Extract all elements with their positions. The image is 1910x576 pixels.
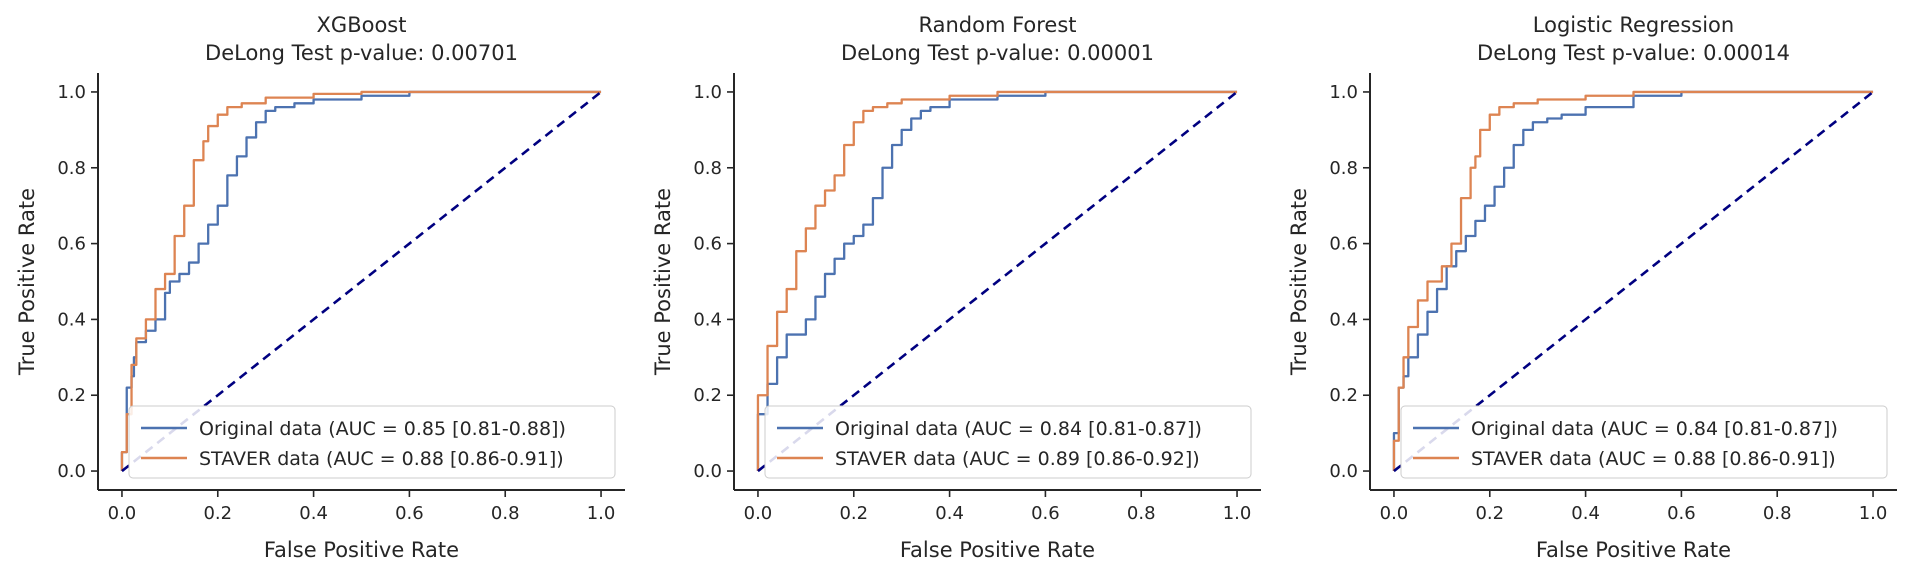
- x-tick-label: 0.4: [935, 503, 964, 524]
- chart-panel-2: Random Forest DeLong Test p-value: 0.0000…: [651, 13, 1261, 562]
- chance-diagonal-line: [121, 90, 602, 473]
- x-tick-label: 0.0: [108, 503, 137, 524]
- y-tick-label: 0.4: [57, 309, 86, 330]
- chart-subtitle: DeLong Test p-value: 0.00014: [1477, 41, 1790, 65]
- legend-entry: STAVER data (AUC = 0.89 [0.86-0.92]): [835, 448, 1200, 470]
- legend-box: [764, 405, 1252, 479]
- x-tick-label: 0.4: [299, 503, 328, 524]
- x-tick-label: 0.8: [491, 503, 520, 524]
- y-tick-label: 0.8: [57, 158, 86, 179]
- y-tick-label: 0.0: [57, 461, 86, 482]
- x-axis-label: False Positive Rate: [900, 538, 1095, 562]
- chart-title: Random Forest: [918, 13, 1076, 37]
- legend-box: [128, 405, 616, 479]
- roc-curve-series-2: [756, 90, 1238, 472]
- y-tick-label: 0.2: [693, 385, 722, 406]
- legend: Original data (AUC = 0.85 [0.81-0.88]) ST…: [128, 405, 616, 479]
- y-tick-label: 1.0: [57, 82, 86, 103]
- y-tick-label: 0.2: [1329, 385, 1358, 406]
- y-tick-label: 0.0: [1329, 461, 1358, 482]
- x-tick-label: 0.6: [1031, 503, 1060, 524]
- legend-entry: Original data (AUC = 0.84 [0.81-0.87]): [835, 418, 1202, 440]
- x-tick-label: 0.2: [203, 503, 232, 524]
- y-tick-label: 0.6: [693, 234, 722, 255]
- x-tick-label: 0.0: [1380, 503, 1409, 524]
- x-axis-label: False Positive Rate: [264, 538, 459, 562]
- chart-title: Logistic Regression: [1533, 13, 1734, 37]
- y-tick-label: 0.6: [57, 234, 86, 255]
- y-tick-label: 1.0: [693, 82, 722, 103]
- roc-curve-series-1: [756, 90, 1238, 472]
- y-tick-label: 0.2: [57, 385, 86, 406]
- x-tick-label: 0.2: [839, 503, 868, 524]
- legend-entry: STAVER data (AUC = 0.88 [0.86-0.91]): [199, 448, 564, 470]
- x-tick-label: 1.0: [1223, 503, 1252, 524]
- x-tick-label: 0.4: [1571, 503, 1600, 524]
- legend-entry: Original data (AUC = 0.85 [0.81-0.88]): [199, 418, 566, 440]
- x-axis-label: False Positive Rate: [1536, 538, 1731, 562]
- legend: Original data (AUC = 0.84 [0.81-0.87]) ST…: [764, 405, 1252, 479]
- y-axis-label: True Positive Rate: [1287, 188, 1311, 376]
- x-tick-label: 0.0: [744, 503, 773, 524]
- y-axis-label: True Positive Rate: [651, 188, 675, 376]
- y-tick-label: 1.0: [1329, 82, 1358, 103]
- legend-entry: Original data (AUC = 0.84 [0.81-0.87]): [1471, 418, 1838, 440]
- y-axis-label: True Positive Rate: [15, 188, 39, 376]
- chart-subtitle: DeLong Test p-value: 0.00701: [205, 41, 518, 65]
- y-tick-label: 0.0: [693, 461, 722, 482]
- x-tick-label: 0.6: [1667, 503, 1696, 524]
- series-group: [1392, 90, 1874, 473]
- chance-diagonal-line: [1393, 90, 1874, 473]
- chart-panel-3: Logistic Regression DeLong Test p-value: …: [1287, 13, 1897, 562]
- chance-diagonal-line: [757, 90, 1238, 473]
- y-tick-label: 0.6: [1329, 234, 1358, 255]
- y-tick-label: 0.4: [693, 309, 722, 330]
- x-tick-label: 0.2: [1475, 503, 1504, 524]
- legend-box: [1400, 405, 1888, 479]
- y-tick-label: 0.4: [1329, 309, 1358, 330]
- chart-title: XGBoost: [317, 13, 407, 37]
- x-tick-label: 0.8: [1763, 503, 1792, 524]
- x-tick-label: 0.6: [395, 503, 424, 524]
- chart-subtitle: DeLong Test p-value: 0.00001: [841, 41, 1154, 65]
- roc-curve-series-2: [120, 90, 602, 472]
- x-tick-label: 1.0: [1859, 503, 1888, 524]
- series-group: [756, 90, 1238, 473]
- series-group: [120, 90, 602, 473]
- roc-curve-series-2: [1392, 90, 1874, 472]
- x-tick-label: 0.8: [1127, 503, 1156, 524]
- legend-entry: STAVER data (AUC = 0.88 [0.86-0.91]): [1471, 448, 1836, 470]
- legend: Original data (AUC = 0.84 [0.81-0.87]) ST…: [1400, 405, 1888, 479]
- x-tick-label: 1.0: [587, 503, 616, 524]
- y-tick-label: 0.8: [693, 158, 722, 179]
- roc-curve-series-1: [1392, 90, 1874, 472]
- chart-panel-1: XGBoost DeLong Test p-value: 0.00701 0.0 0.…: [15, 13, 625, 562]
- y-tick-label: 0.8: [1329, 158, 1358, 179]
